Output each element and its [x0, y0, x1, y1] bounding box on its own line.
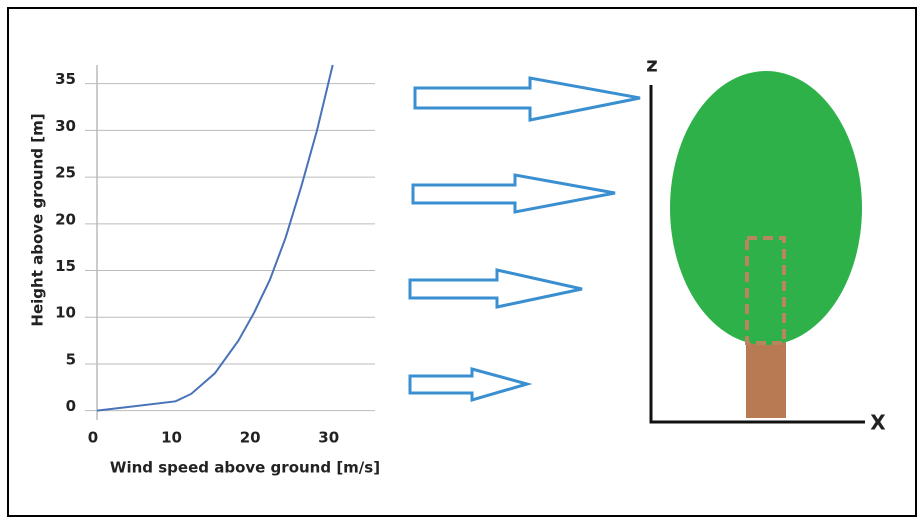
- x-tick-label: 30: [318, 429, 339, 447]
- y-tick-label: 10: [55, 304, 76, 322]
- crown: [670, 71, 862, 345]
- x-tick-label: 10: [161, 429, 182, 447]
- arrow: [410, 369, 527, 400]
- y-axis-label: Height above ground [m]: [29, 113, 47, 326]
- y-tick-label: 15: [55, 257, 76, 275]
- x-axis-label-tree: X: [870, 411, 886, 435]
- data-line: [97, 65, 333, 411]
- arrow: [413, 175, 615, 212]
- y-tick-label: 25: [55, 164, 76, 182]
- tree: [670, 71, 862, 418]
- z-axis-label: z: [646, 53, 658, 77]
- figure: Height above ground [m] Wind speed above…: [0, 0, 924, 525]
- x-axis-label: Wind speed above ground [m/s]: [110, 459, 380, 477]
- x-tick-label: 0: [88, 429, 98, 447]
- wind-arrows: [410, 78, 640, 400]
- trunk: [746, 340, 786, 418]
- y-tick-label: 5: [66, 350, 76, 368]
- y-tick-label: 35: [55, 70, 76, 88]
- arrow: [415, 78, 640, 120]
- y-tick-label: 30: [55, 117, 76, 135]
- arrow: [410, 270, 582, 307]
- y-tick-label: 0: [66, 397, 76, 415]
- x-tick-label: 20: [240, 429, 261, 447]
- y-tick-label: 20: [55, 210, 76, 228]
